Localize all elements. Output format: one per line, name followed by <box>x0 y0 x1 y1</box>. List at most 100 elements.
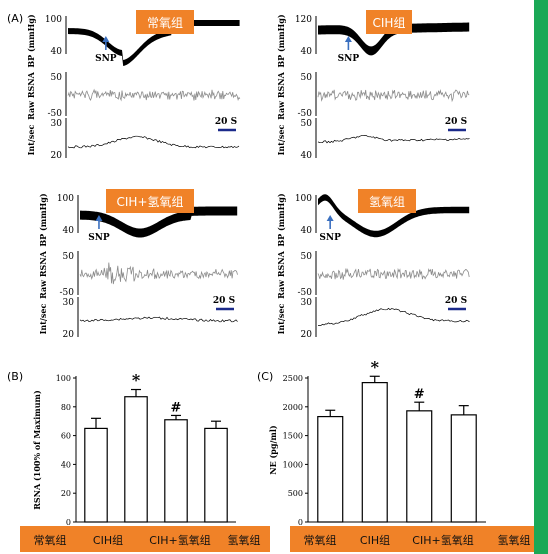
category-strip-right: 常氧组 CIH组 CIH+氢氧组 氢氧组 <box>290 526 534 552</box>
bp-tick-top: 100 <box>295 194 312 204</box>
int-axis-label: Int/sec <box>276 304 286 335</box>
significance-mark: # <box>414 387 425 402</box>
int-tick-bottom: 20 <box>51 151 63 161</box>
int-tick-top: 30 <box>63 298 75 308</box>
rsna-tick-bottom: -50 <box>60 288 75 298</box>
rsna-tick-top: 50 <box>301 252 313 262</box>
int-tick-top: 30 <box>51 119 63 129</box>
y-tick-label: 2000 <box>283 403 303 412</box>
panel-label-a: (A) <box>7 12 23 25</box>
category-label: 常氧组 <box>34 533 67 547</box>
trace-block-3: BP (mmHg) 100 40 CIH+氢氧组 SNP Raw RSNA 50 -50 Int… <box>38 189 238 340</box>
panel-label-b: (B) <box>7 370 23 383</box>
snp-arrow-head <box>344 36 352 42</box>
category-strip <box>20 526 270 552</box>
scale-bar-label: 20 S <box>445 117 467 127</box>
bar <box>406 410 433 523</box>
y-tick-label: 60 <box>61 432 71 441</box>
rsna-axis-label: Raw RSNA <box>38 250 48 298</box>
group-tag <box>106 189 194 213</box>
bar <box>317 415 344 523</box>
int-trace <box>317 134 470 144</box>
bar <box>361 382 388 523</box>
snp-label: SNP <box>88 233 110 243</box>
group-tag <box>136 10 194 34</box>
bp-axis-label: BP (mmHg) <box>38 193 48 246</box>
bp-axis-label: BP (mmHg) <box>276 14 286 67</box>
bp-axis-label: BP (mmHg) <box>276 193 286 246</box>
category-label: CIH+氢氧组 <box>149 533 210 547</box>
y-tick-label: 1500 <box>283 432 303 441</box>
group-tag-label: CIH+氢氧组 <box>117 194 184 209</box>
significance-mark: * <box>132 371 141 390</box>
snp-label: SNP <box>319 233 341 243</box>
bp-tick-bottom: 40 <box>63 226 75 236</box>
int-tick-top: 50 <box>301 119 313 129</box>
rsna-tick-top: 50 <box>51 73 63 83</box>
snp-label: SNP <box>95 54 117 64</box>
snp-arrow-head <box>326 215 334 221</box>
group-tag-label: 氢氧组 <box>369 194 405 209</box>
bp-tick-top: 100 <box>45 15 62 25</box>
scale-bar-label: 20 S <box>445 296 467 306</box>
scale-bar-label: 20 S <box>213 296 235 306</box>
bar <box>84 427 108 523</box>
rsna-trace <box>317 89 470 103</box>
bar <box>204 427 228 523</box>
bp-tick-top: 100 <box>57 194 74 204</box>
int-trace <box>79 316 238 323</box>
rsna-tick-bottom: -50 <box>298 288 313 298</box>
y-tick-label: 1000 <box>283 460 303 469</box>
int-trace <box>67 135 240 149</box>
int-trace <box>317 307 470 326</box>
trace-block-4: BP (mmHg) 100 40 氢氧组 SNP Raw RSNA 50 -50 Int/sec… <box>276 189 470 340</box>
bp-axis-label: BP (mmHg) <box>26 14 36 67</box>
bp-trace <box>318 194 470 238</box>
snp-arrow-head <box>102 36 110 42</box>
rsna-axis-label: Raw RSNA <box>276 250 286 298</box>
int-tick-top: 30 <box>301 298 313 308</box>
int-tick-bottom: 20 <box>63 330 75 340</box>
int-tick-bottom: 20 <box>301 330 313 340</box>
bar <box>164 419 188 523</box>
significance-mark: # <box>171 400 182 415</box>
group-tag-label: 常氧组 <box>147 16 183 30</box>
category-label: 氢氧组 <box>228 533 261 547</box>
rsna-tick-top: 50 <box>63 252 75 262</box>
trace-block-1: BP (mmHg) 100 40 常氧组 SNP Raw RSNA 50 -50 Int/sec… <box>26 10 241 161</box>
group-tag <box>358 189 416 213</box>
bar <box>450 414 477 523</box>
bp-trace <box>318 22 470 56</box>
rsna-trace <box>67 88 241 102</box>
bar-chart-c: NE (pg/ml) 0 500 1000 1500 2000 2500 * # <box>268 357 486 527</box>
y-tick-label: 0 <box>66 518 71 527</box>
significance-mark: * <box>371 357 380 376</box>
rsna-trace <box>317 267 470 280</box>
category-label: CIH组 <box>93 533 123 547</box>
category-label: CIH组 <box>360 533 390 547</box>
y-tick-label: 80 <box>61 403 71 412</box>
y-tick-label: 0 <box>298 518 303 527</box>
bp-trace <box>80 206 238 238</box>
group-tag <box>366 10 412 34</box>
y-axis-label: NE (pg/ml) <box>268 425 278 475</box>
bp-trace <box>68 20 240 66</box>
category-strip <box>290 526 534 552</box>
int-axis-label: Int/sec <box>276 125 286 156</box>
int-axis-label: Int/sec <box>38 304 48 335</box>
y-tick-label: 40 <box>61 460 71 469</box>
bp-tick-bottom: 40 <box>301 226 313 236</box>
rsna-tick-top: 50 <box>301 73 313 83</box>
category-label: 常氧组 <box>304 533 337 547</box>
int-axis-label: Int/sec <box>26 125 36 156</box>
int-tick-bottom: 40 <box>301 151 313 161</box>
rsna-axis-label: Raw RSNA <box>26 71 36 119</box>
bar-chart-b: RSNA (100% of Maximum) 0 20 40 60 80 100 * # <box>32 371 236 527</box>
category-strip-left: 常氧组 CIH组 CIH+氢氧组 氢氧组 <box>20 526 270 552</box>
snp-label: SNP <box>338 54 360 64</box>
rsna-tick-bottom: -50 <box>298 109 313 119</box>
category-label: CIH+氢氧组 <box>412 533 473 547</box>
